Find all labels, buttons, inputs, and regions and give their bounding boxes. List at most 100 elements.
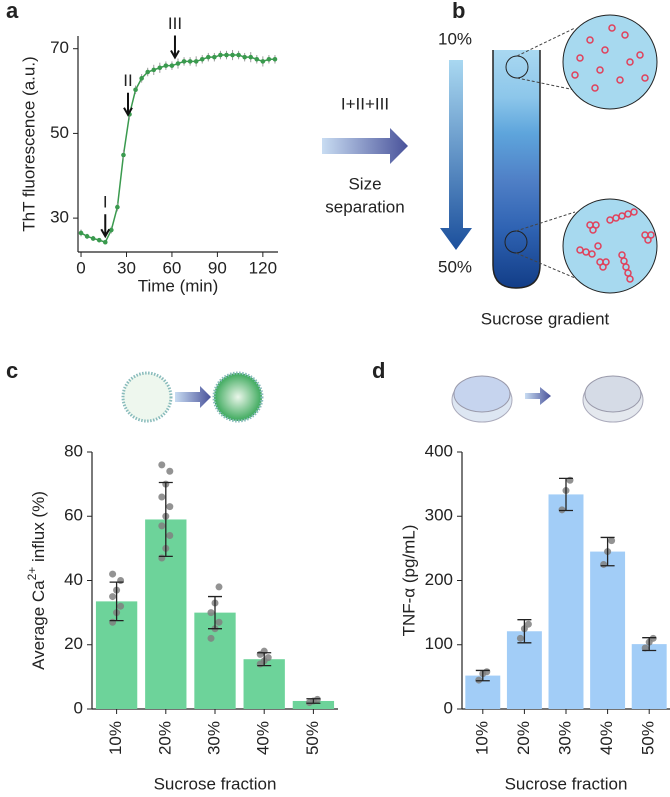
- data-point: [121, 152, 126, 158]
- y-tick-label: 50: [50, 123, 69, 142]
- data-point: [206, 54, 211, 60]
- replicate-point: [158, 461, 166, 469]
- arrow-text: separation: [325, 197, 404, 216]
- data-point: [193, 59, 199, 64]
- replicate-point: [215, 618, 223, 626]
- annotation-arrow: [123, 92, 133, 117]
- replicate-point: [166, 532, 174, 540]
- cell-dish-icon: [451, 375, 644, 423]
- error-bar: [109, 581, 124, 622]
- data-point: [78, 230, 84, 236]
- top-label: 10%: [438, 29, 472, 48]
- bar: [292, 700, 335, 709]
- data-point: [84, 234, 90, 239]
- panel-letter: b: [452, 0, 465, 23]
- replicate-point: [109, 570, 117, 578]
- x-tick-label: 90: [208, 258, 227, 277]
- data-point: [212, 54, 217, 60]
- data-point: [145, 69, 150, 75]
- x-tick-label: 50%: [639, 721, 658, 755]
- y-tick-label: 70: [50, 38, 69, 57]
- error-bar: [158, 481, 173, 558]
- error-bar: [517, 619, 532, 644]
- x-tick-label: 0: [76, 258, 85, 277]
- replicate-point: [264, 654, 272, 662]
- replicate-point: [641, 644, 649, 652]
- data-point: [102, 239, 108, 245]
- y-tick-label: 0: [74, 698, 83, 717]
- panel-letter: d: [372, 358, 385, 383]
- panel-letter: c: [6, 358, 18, 383]
- replicate-point: [109, 593, 117, 601]
- data-point: [96, 237, 102, 243]
- y-axis-label-sup: 2+: [25, 567, 39, 581]
- arrow-label: I+II+III: [341, 94, 389, 113]
- data-point: [266, 56, 272, 62]
- x-tick-label: 30: [117, 258, 136, 277]
- replicate-point: [158, 522, 166, 530]
- y-axis-label: Average Ca2+ influx (%): [25, 491, 48, 670]
- bar: [243, 659, 285, 709]
- y-tick-label: 200: [425, 570, 453, 589]
- error-bar: [642, 637, 657, 652]
- y-axis-label: TNF-α (pg/mL): [399, 525, 418, 637]
- y-axis-label-part: Average Ca: [29, 580, 48, 670]
- error-bar: [306, 698, 321, 704]
- data-point: [236, 52, 241, 58]
- replicate-point: [516, 634, 524, 642]
- zoom-circle: [562, 198, 658, 294]
- data-point: [218, 52, 223, 58]
- panel-letter: a: [6, 0, 19, 23]
- x-tick-label: 30%: [204, 721, 223, 755]
- data-point: [169, 63, 175, 68]
- zoom-line: [515, 252, 576, 279]
- replicate-point: [166, 503, 174, 511]
- y-tick-label: 30: [50, 208, 69, 227]
- caption: Sucrose gradient: [481, 309, 610, 328]
- bar: [506, 631, 542, 709]
- annotation-arrow: [170, 35, 180, 60]
- data-point: [115, 204, 120, 210]
- x-tick-label: 60: [162, 258, 181, 277]
- error-bar: [208, 595, 222, 630]
- data-point: [230, 52, 235, 58]
- tube: [492, 50, 541, 289]
- y-tick-label: 100: [425, 634, 453, 653]
- replicate-point: [483, 668, 491, 676]
- replicate-point: [109, 618, 117, 626]
- error-bar: [257, 652, 272, 667]
- x-tick-label: 40%: [597, 721, 616, 755]
- data-line: [80, 54, 275, 244]
- x-tick-label: 10%: [106, 721, 125, 755]
- error-bar: [475, 669, 490, 682]
- replicate-point: [608, 537, 616, 545]
- data-point: [175, 61, 181, 66]
- data-point: [254, 56, 260, 62]
- replicate-point: [215, 583, 223, 591]
- x-tick-label: 120: [249, 258, 277, 277]
- data-point: [260, 59, 266, 64]
- replicate-point: [117, 577, 125, 584]
- annotation-arrow: [100, 214, 111, 239]
- data-point: [90, 236, 96, 241]
- x-axis-label: Sucrose fraction: [154, 774, 277, 793]
- replicate-point: [117, 602, 125, 610]
- error-bar: [559, 477, 573, 512]
- data-point: [151, 67, 157, 73]
- y-axis-label: ThT fluorescence (a.u.): [19, 56, 38, 231]
- arrow-text: Size: [348, 174, 381, 193]
- y-tick-label: 80: [64, 441, 83, 460]
- x-tick-label: 20%: [514, 721, 533, 755]
- replicate-point: [158, 554, 166, 562]
- gradient-diagram: I+II+III Size separation 10% 50% Sucrose…: [322, 14, 658, 328]
- data-point: [242, 54, 247, 60]
- x-tick-label: 20%: [155, 721, 174, 755]
- bar: [548, 494, 584, 709]
- data-point: [224, 52, 229, 58]
- replicate-point: [207, 634, 215, 642]
- data-point: [272, 56, 278, 62]
- data-point: [109, 227, 114, 233]
- bottom-label: 50%: [438, 257, 472, 276]
- annotation-label: III: [168, 14, 182, 33]
- annotation-label: I: [103, 193, 108, 212]
